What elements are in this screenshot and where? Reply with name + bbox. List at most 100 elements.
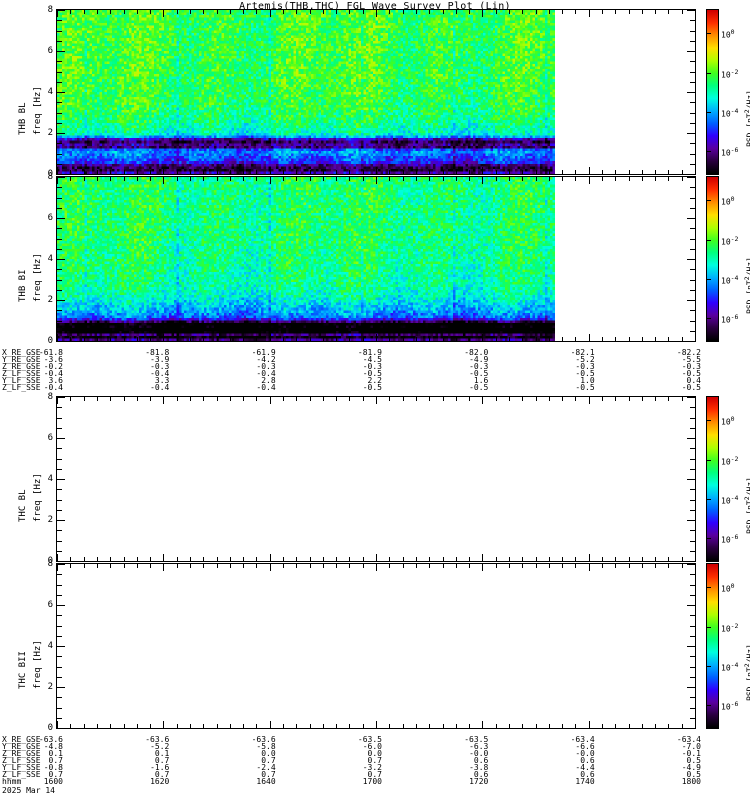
- x-tick: [535, 177, 537, 181]
- x-tick: [136, 10, 138, 14]
- colorbar-tick-label: 100: [721, 415, 735, 428]
- annotation-value: 0.4: [686, 376, 701, 385]
- colorbar-tick-label: 10-4: [721, 493, 739, 506]
- annotation-value: -82.0: [464, 348, 489, 357]
- x-tick: [243, 724, 245, 728]
- y-tick-label: 4: [47, 641, 53, 651]
- y-tick: [687, 218, 695, 219]
- annotation-value: -0.5: [469, 383, 489, 392]
- y-tick: [57, 300, 65, 301]
- annotation-value: -0.3: [469, 362, 489, 371]
- x-tick: [429, 557, 431, 561]
- x-tick: [229, 337, 231, 341]
- x-tick: [548, 10, 550, 14]
- x-tick: [70, 177, 72, 181]
- x-tick: [150, 724, 151, 728]
- x-tick: [83, 170, 85, 174]
- x-tick: [136, 337, 138, 341]
- x-tick: [269, 10, 271, 17]
- annotation-value: 1620: [150, 777, 170, 786]
- x-tick: [150, 564, 151, 568]
- x-tick: [322, 170, 324, 174]
- x-tick: [575, 170, 577, 174]
- x-tick: [110, 337, 112, 341]
- x-tick: [402, 397, 404, 401]
- annotation-value: -81.8: [145, 348, 170, 357]
- x-tick: [70, 10, 72, 14]
- x-tick: [389, 170, 391, 174]
- x-tick: [269, 564, 271, 571]
- annotation-value: -0.5: [681, 383, 701, 392]
- x-tick: [70, 557, 72, 561]
- x-tick: [602, 177, 603, 181]
- y-tick: [690, 615, 695, 617]
- x-tick: [455, 337, 457, 341]
- x-tick: [336, 337, 338, 341]
- y-tick-label: 6: [47, 433, 53, 443]
- x-tick: [389, 557, 391, 561]
- annotation-value: 0.7: [154, 770, 170, 779]
- x-tick: [176, 564, 178, 568]
- x-tick: [442, 557, 444, 561]
- x-tick: [482, 397, 484, 404]
- x-tick: [615, 337, 617, 341]
- y-tick: [57, 40, 62, 42]
- y-tick: [690, 550, 695, 552]
- x-tick: [349, 724, 351, 728]
- x-tick: [535, 724, 537, 728]
- x-tick: [562, 177, 564, 181]
- x-tick: [136, 170, 138, 174]
- x-tick: [296, 557, 298, 561]
- x-tick: [362, 564, 364, 568]
- y-tick: [57, 92, 65, 93]
- x-tick: [283, 337, 284, 341]
- x-tick: [176, 10, 178, 14]
- annotation-value: -0.4: [43, 369, 63, 378]
- x-tick: [349, 10, 351, 14]
- annotation-value: -63.6: [38, 735, 63, 744]
- annotation-value: -0.0: [469, 749, 489, 758]
- x-tick: [336, 564, 338, 568]
- annotation-value: -4.4: [575, 763, 595, 772]
- y-tick: [690, 279, 695, 281]
- x-tick: [269, 167, 271, 174]
- x-tick: [415, 397, 417, 401]
- x-tick: [415, 170, 417, 174]
- annotation-value: -0.0: [575, 749, 595, 758]
- x-tick: [336, 177, 338, 181]
- x-tick: [296, 564, 298, 568]
- panel-thc-bii: [56, 563, 696, 729]
- y-tick: [57, 218, 65, 219]
- y-tick: [690, 458, 695, 460]
- annotation-value: -63.5: [357, 735, 382, 744]
- x-tick: [695, 177, 696, 184]
- x-tick: [163, 177, 165, 184]
- x-tick: [189, 397, 191, 401]
- annotation-row-label: Z_RE_GSE: [2, 749, 41, 758]
- x-tick: [283, 170, 284, 174]
- colorbar-panel-4: [706, 563, 719, 729]
- x-tick: [469, 177, 470, 181]
- x-tick: [203, 337, 205, 341]
- panel-label-thc-bii: THC BII: [18, 651, 28, 689]
- x-tick: [336, 397, 338, 401]
- x-tick: [695, 10, 696, 17]
- x-tick: [455, 10, 457, 14]
- x-tick: [469, 564, 470, 568]
- x-tick: [229, 564, 231, 568]
- x-tick: [216, 177, 218, 181]
- colorbar-tick: [707, 626, 711, 628]
- x-tick: [376, 554, 377, 561]
- x-tick: [655, 724, 657, 728]
- x-tick: [256, 564, 258, 568]
- annotation-value: -0.5: [469, 369, 489, 378]
- x-tick: [376, 564, 377, 571]
- x-tick: [309, 564, 311, 568]
- x-tick: [429, 10, 431, 14]
- y-tick: [57, 187, 62, 189]
- y-tick: [57, 656, 62, 658]
- x-tick: [296, 337, 298, 341]
- x-tick: [283, 10, 284, 14]
- x-tick: [429, 170, 431, 174]
- x-tick: [203, 10, 205, 14]
